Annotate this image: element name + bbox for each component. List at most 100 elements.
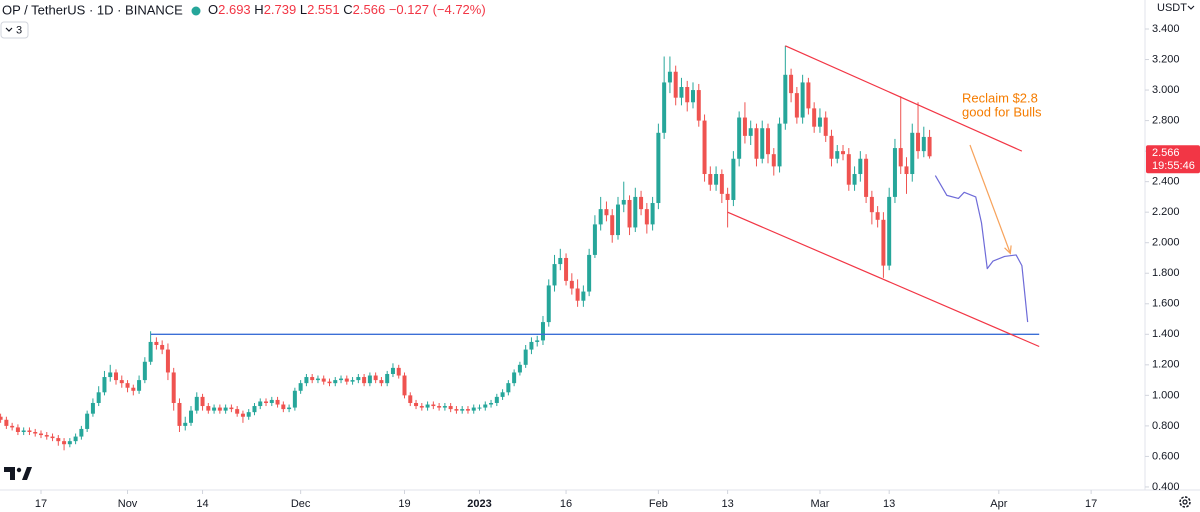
candle-body — [702, 120, 707, 175]
candle-body — [783, 74, 788, 124]
y-tick-label: 1.800 — [1152, 267, 1180, 279]
candle-body — [679, 87, 684, 98]
close-label: C — [343, 2, 352, 17]
candle-body — [910, 132, 915, 175]
annotation-line: good for Bulls — [962, 104, 1042, 119]
y-tick-label: 3.000 — [1152, 84, 1180, 96]
candle-body — [385, 373, 390, 384]
x-tick-label: Apr — [990, 498, 1007, 510]
candle-body — [471, 407, 476, 411]
candle-body — [610, 215, 615, 236]
candle-body — [85, 413, 90, 429]
candle-body — [223, 407, 228, 411]
candle-body — [206, 406, 211, 411]
candle-body — [194, 396, 199, 411]
y-tick-label: 0.400 — [1152, 481, 1180, 493]
candle-body — [281, 404, 286, 410]
candle-body — [517, 364, 522, 373]
candle-body — [737, 117, 742, 159]
candle-body — [67, 441, 72, 445]
candle-body — [240, 413, 245, 417]
candle-body — [114, 372, 118, 381]
candle-body — [246, 412, 251, 417]
candle-body — [402, 375, 407, 396]
candle-body — [315, 378, 320, 381]
x-tick-label: 17 — [35, 498, 47, 510]
candle-body — [344, 378, 349, 382]
candle-body — [916, 132, 921, 152]
candle-body — [350, 380, 355, 382]
candle-body — [714, 174, 719, 185]
x-tick-label: 14 — [196, 498, 208, 510]
candle-body — [766, 128, 771, 155]
x-tick-label: Mar — [810, 498, 829, 510]
low-value: 2.551 — [307, 2, 340, 17]
y-tick-label: 0.800 — [1152, 420, 1180, 432]
candle-body — [696, 90, 701, 121]
candle-body — [217, 407, 222, 411]
candle-body — [835, 151, 840, 159]
candle-body — [581, 291, 586, 301]
channel-line — [727, 211, 1040, 348]
high-label: H — [254, 2, 263, 17]
ohlc-legend: O2.693 H2.739 L2.551 C2.566 −0.127 (−4.7… — [208, 2, 486, 17]
candle-body — [777, 123, 782, 167]
open-label: O — [208, 2, 218, 17]
candle-body — [494, 396, 499, 403]
candle-body — [62, 441, 67, 445]
candle-body — [800, 82, 805, 118]
candle-body — [258, 401, 263, 407]
candle-body — [339, 378, 344, 381]
candle-body — [869, 196, 874, 213]
candle-body — [310, 377, 315, 381]
settings-icon[interactable] — [1179, 496, 1191, 508]
candle-body — [633, 196, 638, 228]
candle-body — [50, 436, 55, 439]
candle-body — [558, 257, 563, 265]
candle-body — [662, 82, 667, 133]
candle-body — [269, 399, 274, 403]
candle-body — [73, 436, 78, 442]
candle-body — [691, 90, 695, 103]
candle-body — [264, 401, 269, 403]
candle-body — [852, 174, 857, 185]
countdown: 19:55:46 — [1152, 160, 1195, 172]
candle-body — [154, 341, 159, 345]
logo-part — [16, 467, 22, 473]
y-tick-label: 1.400 — [1152, 328, 1180, 340]
high-value: 2.739 — [264, 2, 297, 17]
x-tick-label: 13 — [883, 498, 895, 510]
indicators-toggle[interactable] — [0, 21, 29, 39]
candle-body — [564, 257, 569, 281]
candle-body — [731, 158, 736, 200]
candle-body — [44, 435, 49, 437]
candle-body — [667, 71, 672, 83]
x-tick-label: 13 — [721, 498, 733, 510]
candle-body — [177, 402, 182, 426]
candle-body — [615, 204, 620, 236]
candle-body — [725, 193, 730, 200]
candle-body — [414, 402, 419, 407]
y-tick-label: 2.400 — [1152, 176, 1180, 188]
candle-body — [887, 196, 892, 266]
x-tick-label: Nov — [118, 498, 138, 510]
candle-body — [817, 117, 822, 127]
candle-body — [90, 402, 95, 414]
candle-body — [102, 377, 107, 393]
candle-body — [287, 407, 292, 410]
candle-body — [875, 212, 880, 220]
candle-body — [604, 209, 609, 216]
candle-body — [639, 196, 644, 210]
candle-body — [4, 419, 9, 426]
candle-body — [921, 136, 926, 152]
candle-body — [806, 82, 811, 109]
candle-body — [812, 108, 817, 127]
candle-body — [437, 406, 442, 408]
logo-part — [4, 467, 15, 480]
currency-chevron — [1187, 5, 1195, 10]
candle-body — [142, 361, 147, 381]
candle-body — [408, 395, 413, 403]
candle-body — [465, 409, 470, 411]
projection-path — [934, 175, 1029, 323]
candle-body — [212, 407, 217, 411]
